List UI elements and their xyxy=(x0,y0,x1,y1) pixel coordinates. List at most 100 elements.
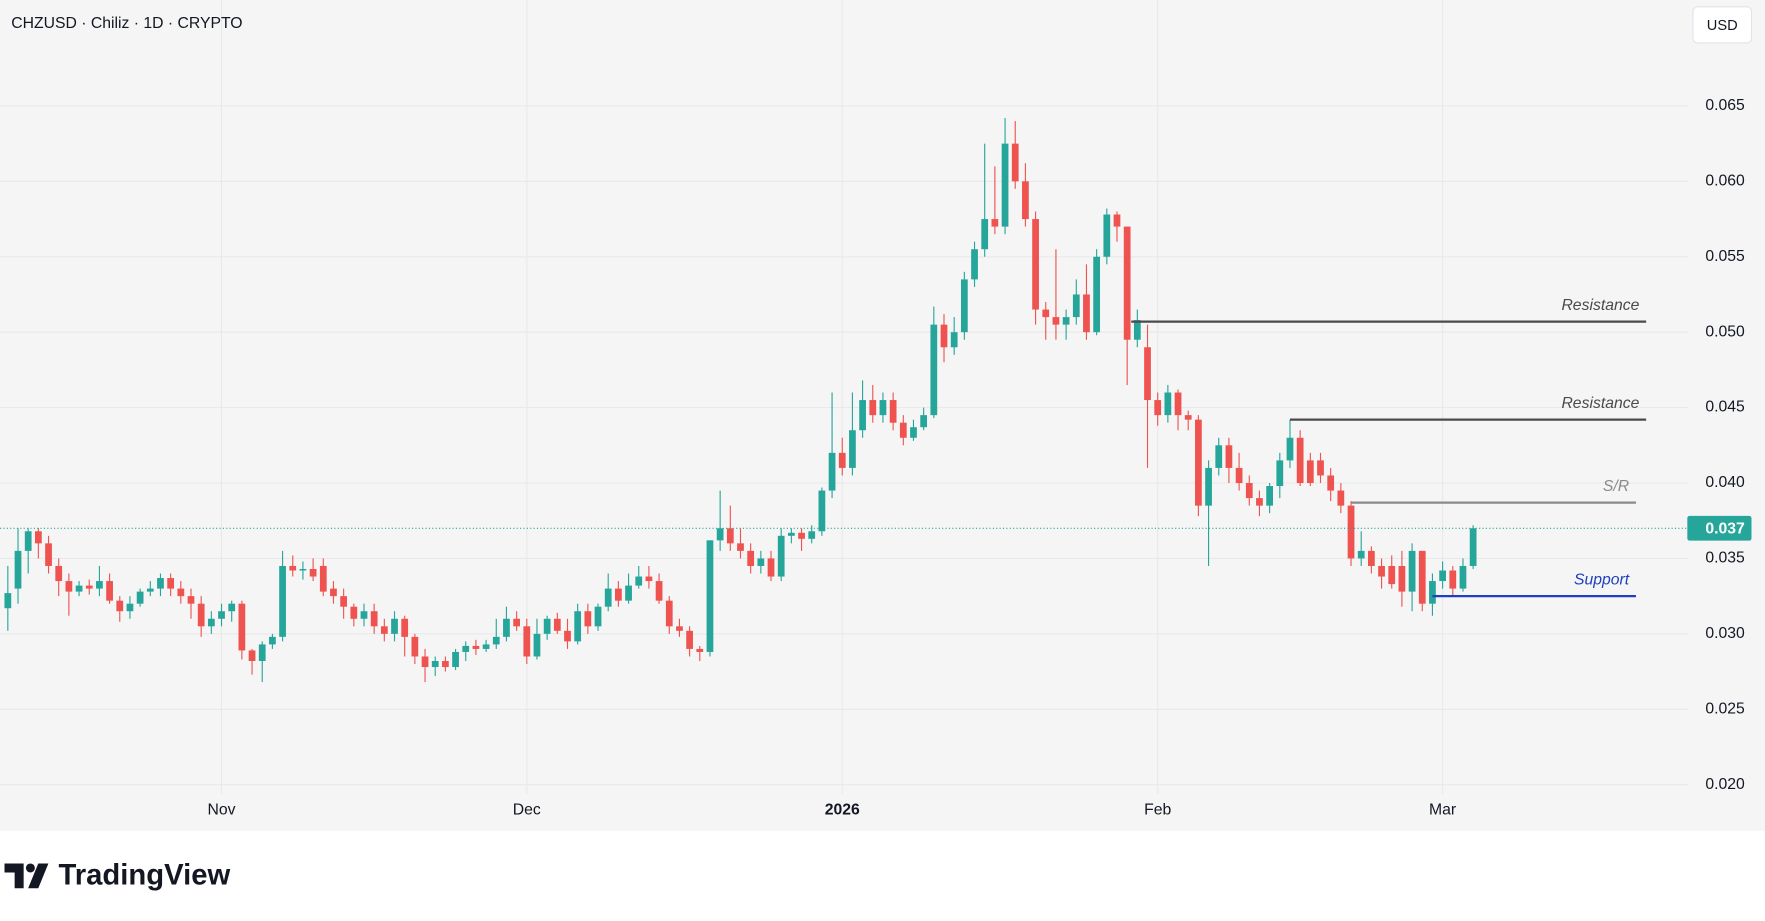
candle-body xyxy=(1368,550,1375,566)
candle-body xyxy=(1429,581,1436,604)
candle-body xyxy=(960,279,968,333)
candle-body xyxy=(1001,143,1009,227)
candle-body xyxy=(452,651,459,668)
x-tick-label: 2026 xyxy=(825,802,860,819)
x-tick-label: Dec xyxy=(513,802,541,819)
candle-body xyxy=(45,543,52,566)
candle-body xyxy=(1388,565,1396,585)
candle-body xyxy=(930,324,938,416)
y-tick-label: 0.065 xyxy=(1705,97,1745,114)
candle-body xyxy=(665,600,673,627)
candle-body xyxy=(818,490,826,532)
candle-body xyxy=(136,591,144,604)
candle-body xyxy=(594,606,602,627)
candle-body xyxy=(258,644,266,661)
candle-body xyxy=(85,585,93,589)
candle-body xyxy=(340,596,348,607)
candle-body xyxy=(238,603,246,651)
candle-body xyxy=(1225,445,1233,468)
candle-body xyxy=(523,626,531,657)
candle-body xyxy=(126,603,134,612)
level-label: Resistance xyxy=(1561,297,1639,314)
candle-body xyxy=(645,576,653,582)
candle-body xyxy=(24,531,32,551)
candle-body xyxy=(401,618,409,637)
candle-body xyxy=(14,550,22,589)
candle-body xyxy=(899,422,907,438)
candle-body xyxy=(1083,294,1090,333)
candle-body xyxy=(492,636,500,645)
candle-body xyxy=(96,581,103,589)
last-price-label: 0.037 xyxy=(1705,521,1745,538)
candle-body xyxy=(676,626,683,631)
candle-body xyxy=(1327,475,1335,491)
candle-body xyxy=(442,660,449,668)
labels: 0.020 0.025 0.030 0.035 0.040 0.045 0.050 0.055… xyxy=(208,97,1752,819)
candle-body xyxy=(696,648,704,652)
candle-body xyxy=(360,611,368,619)
candle-body xyxy=(1062,317,1070,325)
candle-body xyxy=(1032,219,1039,310)
candle-body xyxy=(1286,437,1294,461)
candle-body xyxy=(767,558,775,577)
candle-body xyxy=(1123,226,1131,340)
level-label: S/R xyxy=(1603,478,1629,495)
candle-body xyxy=(950,332,958,348)
candle-body xyxy=(859,400,866,431)
candle-body xyxy=(716,528,724,541)
candle-body xyxy=(299,568,307,571)
logo-icon xyxy=(4,863,24,889)
candle-body xyxy=(1184,415,1192,420)
candle-body xyxy=(798,532,805,539)
y-tick-label: 0.040 xyxy=(1705,474,1745,491)
candle-body xyxy=(421,656,429,668)
candle-body xyxy=(1103,214,1111,257)
candle-body xyxy=(391,618,398,634)
candle-body xyxy=(116,600,124,612)
y-tick-label: 0.020 xyxy=(1705,776,1745,793)
candle-body xyxy=(971,249,978,280)
candle-body xyxy=(604,588,612,607)
candle-body xyxy=(726,528,734,544)
candle-body xyxy=(218,611,225,619)
candle-body xyxy=(197,603,205,627)
candle-body xyxy=(635,576,643,586)
y-tick-label: 0.035 xyxy=(1705,550,1745,567)
last-price-box xyxy=(1687,515,1752,541)
candle-body xyxy=(1011,143,1019,182)
y-tick-label: 0.030 xyxy=(1705,625,1745,642)
candle-body xyxy=(533,633,541,657)
marks xyxy=(0,117,1689,683)
currency-label[interactable]: USD xyxy=(1707,18,1738,34)
candle-body xyxy=(869,400,877,416)
candle-body xyxy=(1022,181,1029,220)
candle-body xyxy=(1306,460,1314,484)
candle-body xyxy=(1296,437,1304,484)
y-tick-label: 0.055 xyxy=(1705,248,1745,265)
candle-body xyxy=(1418,550,1426,604)
candle-body xyxy=(513,618,520,627)
candle-body xyxy=(75,585,83,592)
candle-body xyxy=(370,611,378,627)
candle-body xyxy=(1072,294,1080,318)
candle-body xyxy=(706,540,714,652)
y-tick-label: 0.045 xyxy=(1705,399,1745,416)
candle-body xyxy=(207,618,215,627)
candle-body xyxy=(34,531,42,544)
candle-body xyxy=(279,565,286,637)
candle-body xyxy=(1439,570,1446,582)
candle-body xyxy=(65,581,73,592)
candle-body xyxy=(574,611,582,642)
candle-body xyxy=(350,606,358,619)
candle-body xyxy=(1245,483,1253,499)
currency-button[interactable] xyxy=(1692,6,1753,44)
candle-body xyxy=(838,452,846,468)
candle-body xyxy=(757,558,765,566)
candle-body xyxy=(991,219,999,227)
candle-body xyxy=(1205,467,1212,506)
candle-body xyxy=(1266,486,1274,506)
candle-body xyxy=(1195,419,1202,506)
candle-body xyxy=(1408,550,1416,592)
